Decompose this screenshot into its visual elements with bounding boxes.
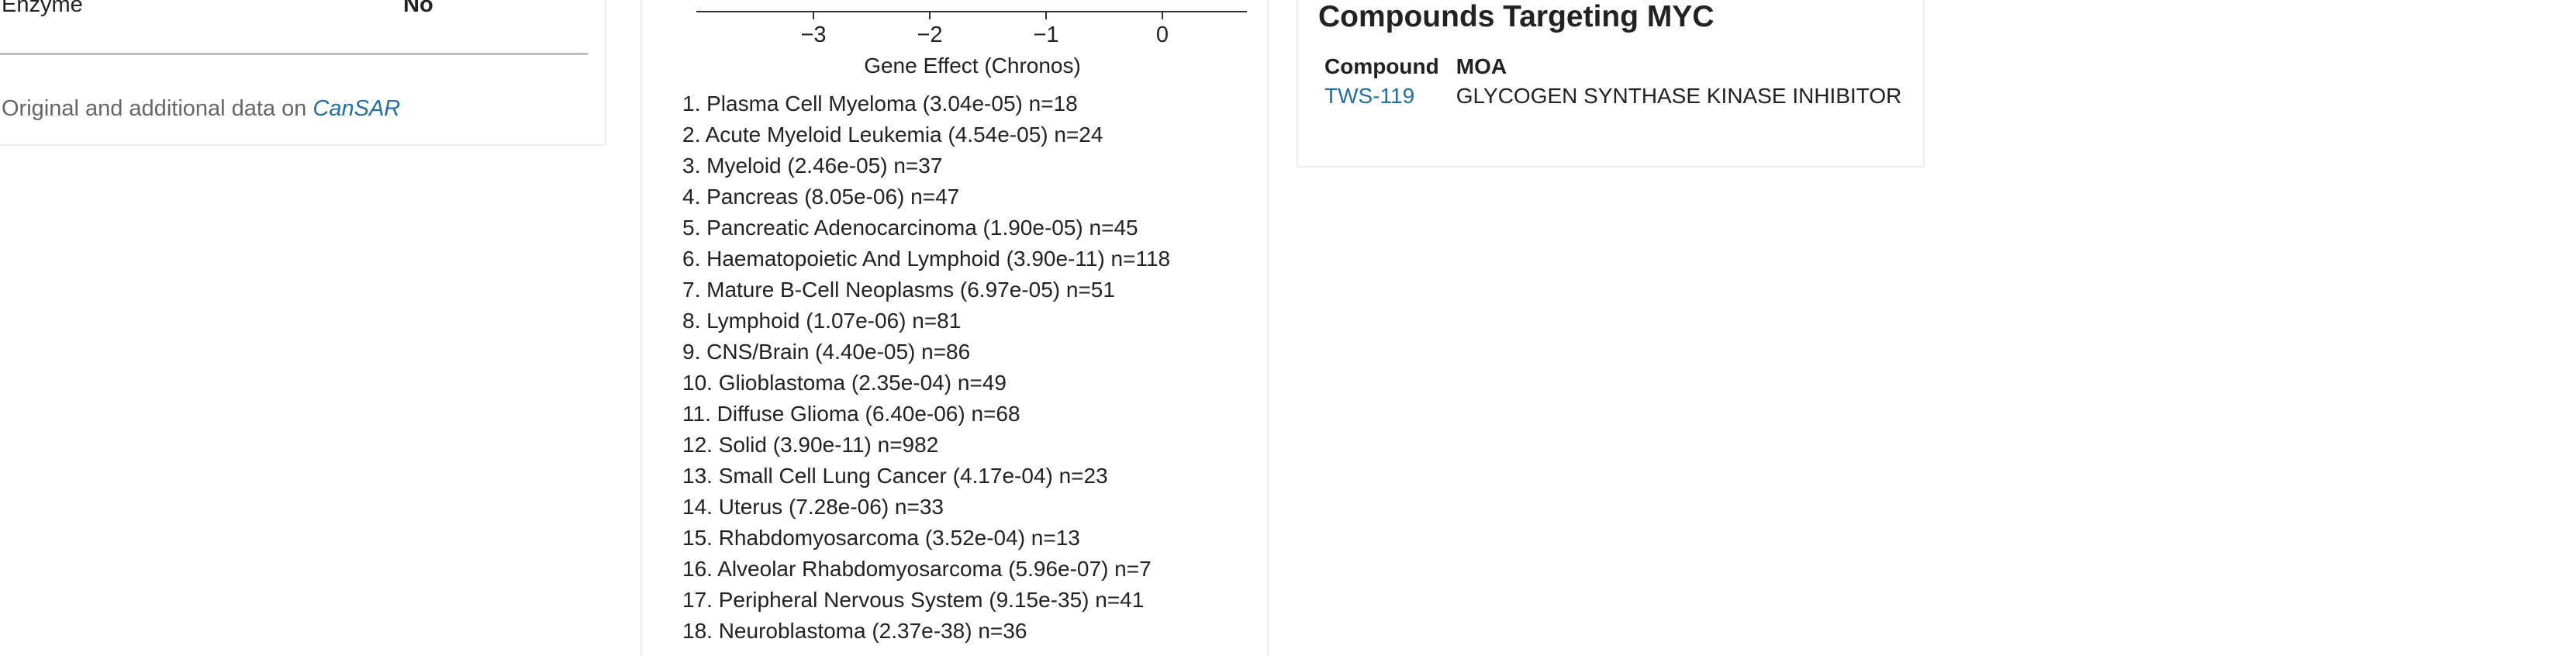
lineage-item: 5. Pancreatic Adenocarcinoma (1.90e-05) … <box>682 216 1138 240</box>
axis-tick-label: −2 <box>917 22 942 47</box>
lineage-item: 8. Lymphoid (1.07e-06) n=81 <box>682 309 962 333</box>
source-prefix: Original and additional data on <box>2 96 307 121</box>
lineage-item: 7. Mature B-Cell Neoplasms (6.97e-05) n=… <box>682 278 1115 302</box>
lineage-item: 3. Myeloid (2.46e-05) n=37 <box>682 154 943 178</box>
axis-tick-label: 0 <box>1156 22 1169 47</box>
gene-effect-axis: −3 −2 −1 0 Gene Effect (Chronos) <box>696 11 1247 78</box>
axis-ticks: −3 −2 −1 0 <box>800 12 1169 47</box>
compound-link[interactable]: TWS-119 <box>1324 84 1415 108</box>
cansar-link[interactable]: CanSAR <box>313 96 401 121</box>
lineage-item: 10. Glioblastoma (2.35e-04) n=49 <box>682 371 1007 395</box>
moa-cell: GLYCOGEN SYNTHASE KINASE INHIBITOR <box>1455 84 1902 108</box>
lineage-item: 13. Small Cell Lung Cancer (4.17e-04) n=… <box>682 464 1108 488</box>
property-value: No <box>403 0 433 17</box>
compounds-header-row: Compound MOA <box>1321 54 1915 82</box>
source-line: Original and additional data on CanSAR <box>2 96 400 122</box>
column-header-moa: MOA <box>1455 54 1507 78</box>
compounds-title: Compounds Targeting MYC <box>1318 0 1714 33</box>
lineage-item: 15. Rhabdomyosarcoma (3.52e-04) n=13 <box>682 526 1080 550</box>
axis-label: Gene Effect (Chronos) <box>864 54 1081 78</box>
lineage-item: 16. Alveolar Rhabdomyosarcoma (5.96e-07)… <box>682 557 1152 581</box>
table-row: TWS-119 GLYCOGEN SYNTHASE KINASE INHIBITO… <box>1321 82 1915 109</box>
compounds-card: Compounds Targeting MYC Compound MOA TWS… <box>1297 0 1925 167</box>
lineage-item: 12. Solid (3.90e-11) n=982 <box>682 433 939 457</box>
lineage-item: 11. Diffuse Glioma (6.40e-06) n=68 <box>682 402 1020 426</box>
lineage-item: 17. Peripheral Nervous System (9.15e-35)… <box>682 588 1145 612</box>
column-header-compound: Compound <box>1324 54 1439 78</box>
lineage-item: 18. Neuroblastoma (2.37e-38) n=36 <box>682 619 1027 643</box>
lineage-item: 6. Haematopoietic And Lymphoid (3.90e-11… <box>682 247 1171 271</box>
axis-tick-label: −3 <box>800 22 826 47</box>
gene-effect-card: −3 −2 −1 0 Gene Effect (Chronos) 1. Plasma … <box>641 0 1269 656</box>
compounds-body: TWS-119 GLYCOGEN SYNTHASE KINASE INHIBITO… <box>1321 82 1915 109</box>
compounds-table: Compound MOA TWS-119 GLYCOGEN SYNTHASE KI… <box>1321 54 1915 109</box>
cansar-card: Enzyme No Original and additional data o… <box>0 0 606 146</box>
lineage-item: 9. CNS/Brain (4.40e-05) n=86 <box>682 340 971 364</box>
lineage-item: 14. Uterus (7.28e-06) n=33 <box>682 495 944 519</box>
compound-cell: TWS-119 <box>1321 82 1453 109</box>
property-label: Enzyme <box>2 0 83 17</box>
lineage-item: 2. Acute Myeloid Leukemia (4.54e-05) n=2… <box>682 123 1103 147</box>
property-row-enzyme: Enzyme No <box>0 0 588 55</box>
lineage-list: 1. Plasma Cell Myeloma (3.04e-05) n=18 2.… <box>682 88 1170 647</box>
lineage-item: 1. Plasma Cell Myeloma (3.04e-05) n=18 <box>682 91 1078 116</box>
axis-tick-label: −1 <box>1033 22 1058 47</box>
lineage-item: 4. Pancreas (8.05e-06) n=47 <box>682 185 960 209</box>
